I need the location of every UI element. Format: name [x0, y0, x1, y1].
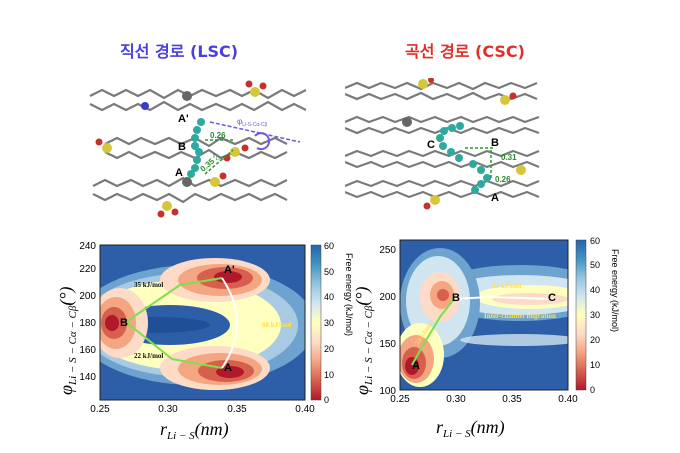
cbar-tick: 40 [324, 292, 334, 302]
mol-distance-1: 0.31 [501, 153, 517, 162]
csc-x-ticks: 0.25 0.30 0.35 0.40 [390, 394, 578, 405]
mol-label-a: A [175, 167, 183, 179]
lsc-free-energy-heatmap: A' B A 35 kJ/mol 60 kJ/mol 22 kJ/mol 240… [56, 241, 322, 440]
csc-colorbar [575, 239, 587, 391]
cbar-tick: 20 [590, 335, 600, 345]
csc-cbar-ticks: 0 10 20 30 40 50 60 [590, 236, 600, 395]
lsc-green-path [124, 277, 223, 369]
molecule-chains [345, 81, 540, 199]
x-tick: 0.30 [446, 394, 466, 405]
y-tick: 200 [79, 291, 96, 302]
x-tick: 0.25 [390, 394, 410, 405]
lsc-energy-top: 35 kJ/mol [134, 281, 163, 289]
cbar-tick: 50 [324, 267, 334, 277]
lsc-cbar-ticks: 0 10 20 30 40 50 60 [324, 241, 334, 405]
mol-label-c: C [427, 139, 435, 151]
sulfonate-groups [95, 80, 267, 218]
lsc-title: 직선 경로 (LSC) [120, 42, 239, 61]
cbar-tick: 60 [590, 236, 600, 246]
csc-cbar-label: Free energy (kJ/mol) [610, 249, 620, 332]
lsc-y-axis-label: φLi − S − Cα − Cβ(°) [56, 286, 79, 395]
cbar-tick: 0 [590, 385, 595, 395]
plot-label-b: B [120, 317, 128, 329]
mol-distance-2: 0.26 [495, 175, 511, 184]
csc-migration-label: Inter-channel migration [484, 312, 556, 320]
cbar-tick: 10 [590, 360, 600, 370]
lsc-heatmap-field [100, 245, 305, 400]
y-tick: 160 [79, 345, 96, 356]
csc-white-path [453, 295, 555, 300]
csc-y-ticks: 100 150 200 250 [379, 245, 396, 397]
x-tick: 0.40 [558, 394, 578, 405]
csc-molecule-structure: C B A 0.31 0.26 [345, 78, 540, 210]
y-tick: 180 [79, 318, 96, 329]
lsc-energy-right: 60 kJ/mol [262, 321, 291, 329]
csc-y-axis-label: φLi − S − Cα − Cβ(°) [352, 286, 375, 395]
li-ion-trajectory [187, 118, 205, 178]
csc-free-energy-heatmap: A B C 33 kJ/mol 23 kJ/mol Inter-channel … [352, 236, 620, 440]
y-tick: 150 [379, 339, 396, 350]
mol-phi-label: φLi-S-Cα-Cβ [237, 117, 268, 128]
plot-label-a-prime: A' [224, 264, 235, 276]
plot-label-a: A [224, 362, 232, 374]
y-tick: 200 [379, 292, 396, 303]
y-tick: 240 [79, 241, 96, 252]
cbar-tick: 60 [324, 241, 334, 251]
cbar-tick: 20 [324, 344, 334, 354]
lsc-white-path [221, 277, 238, 369]
x-tick: 0.35 [502, 394, 522, 405]
lsc-colorbar-axis: 0 10 20 30 40 50 60 Free energy (kJ/mol) [324, 241, 354, 405]
plot-label-a: A [412, 360, 420, 372]
lsc-y-ticks: 240 220 200 180 160 140 [79, 241, 96, 383]
mol-distance-1: 0.26 [210, 131, 226, 140]
y-tick: 250 [379, 245, 396, 256]
li-ion-trajectory [436, 122, 491, 194]
cbar-tick: 50 [590, 260, 600, 270]
csc-green-path [411, 298, 455, 366]
y-tick: 100 [379, 386, 396, 397]
csc-x-axis-label: rLi − S(nm) [436, 417, 505, 440]
cbar-tick: 10 [324, 370, 334, 380]
lsc-cbar-label: Free energy (kJ/mol) [344, 253, 354, 336]
x-tick: 0.30 [158, 404, 178, 415]
x-tick: 0.40 [295, 404, 315, 415]
plot-label-b: B [452, 292, 460, 304]
plot-label-c: C [548, 292, 556, 304]
mol-label-a-prime: A' [178, 113, 189, 125]
y-tick: 220 [79, 264, 96, 275]
csc-energy-bc: 33 kJ/mol [492, 282, 521, 290]
lsc-x-ticks: 0.25 0.30 0.35 0.40 [90, 404, 315, 415]
lsc-energy-bottom: 22 kJ/mol [134, 352, 163, 360]
lsc-molecule-structure: A' B A 0.26 0.35 rLi-S φLi-S-Cα-Cβ [89, 80, 307, 218]
x-tick: 0.35 [227, 404, 247, 415]
cbar-tick: 30 [324, 318, 334, 328]
cbar-tick: 40 [590, 285, 600, 295]
mol-label-a: A [491, 192, 499, 204]
cbar-tick: 30 [590, 310, 600, 320]
csc-title: 곡선 경로 (CSC) [405, 42, 525, 61]
x-tick: 0.25 [90, 404, 110, 415]
mol-label-b: B [491, 137, 499, 149]
lsc-colorbar [310, 244, 322, 401]
sulfonate-groups [418, 78, 526, 210]
mol-label-b: B [178, 141, 186, 153]
mol-r-label: rLi-S [213, 151, 225, 162]
cbar-tick: 0 [324, 395, 329, 405]
lsc-x-axis-label: rLi − S(nm) [160, 419, 229, 440]
y-tick: 140 [79, 372, 96, 383]
